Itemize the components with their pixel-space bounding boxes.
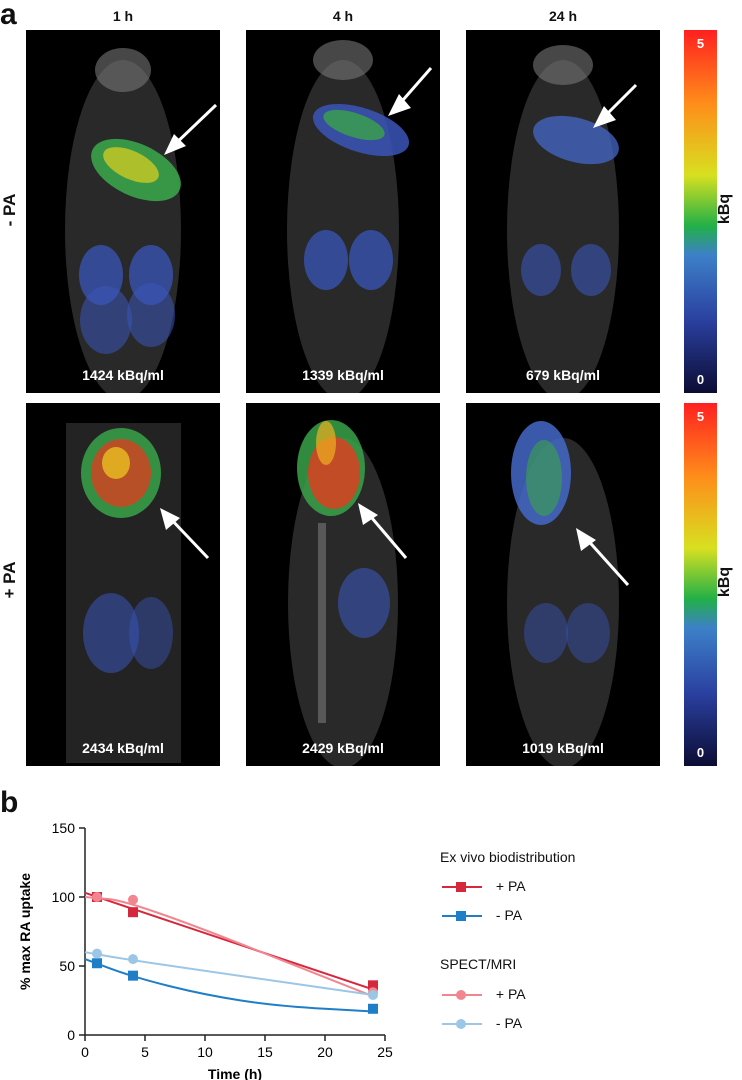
legend-title-spect-mri: SPECT/MRI [440,956,517,972]
legend-entry-exvivo-plus-pa: + PA [440,878,526,894]
data-point-circle [128,894,138,905]
y-tick-label: 150 [52,820,76,836]
y-tick-label: 50 [59,958,75,974]
scale-max-label: 5 [696,36,705,51]
concentration-label: 2434 kBq/ml [82,740,164,756]
data-point-circle [368,989,378,1000]
scale-max-label: 5 [696,409,705,424]
spect-image-minus-pa-24h: 679 kBq/ml [466,30,660,393]
y-tick-label: 100 [52,889,76,905]
time-label-24h: 24 h [548,8,577,24]
data-point-circle [128,954,138,965]
legend-title-ex-vivo: Ex vivo biodistribution [440,849,576,865]
concentration-label: 1339 kBq/ml [302,367,384,383]
y-axis-label: % max RA uptake [17,873,33,990]
concentration-label: 1019 kBq/ml [522,740,604,756]
series-line-1 [84,958,374,1013]
scale-unit-label: kBq [716,566,733,598]
data-point-circle [92,892,102,902]
data-point-square [128,907,138,918]
concentration-label: 2429 kBq/ml [302,740,384,756]
uptake-line-chart: 0 50 100 150 0 5 10 15 20 25 Time (h) % max RA upta… [17,820,393,1080]
spect-image-plus-pa-24h: 1019 kBq/ml [466,403,660,766]
data-point-square [368,980,378,991]
y-tick-label: 0 [67,1027,75,1043]
row-label-minus-pa: - PA [0,193,19,227]
x-tick-label: 0 [81,1044,89,1060]
x-tick-label: 25 [377,1044,393,1060]
data-point-circle [92,948,102,959]
spect-image-minus-pa-1h: 1424 kBq/ml [26,30,220,393]
panel-b-letter: b [0,786,19,819]
x-tick-label: 20 [317,1044,333,1060]
spect-image-minus-pa-4h: 1339 kBq/ml [246,30,440,393]
scale-min-label: 0 [696,372,705,387]
x-tick-label: 15 [257,1044,273,1060]
spect-image-plus-pa-1h: 2434 kBq/ml [26,403,220,766]
scale-min-label: 0 [696,745,705,760]
legend-entry-spect-minus-pa: - PA [440,1015,522,1031]
spect-image-plus-pa-4h: 2429 kBq/ml [246,403,440,766]
data-point-square [128,970,138,981]
x-tick-label: 5 [141,1044,149,1060]
time-label-4h: 4 h [332,8,354,24]
color-scale-bar: 5 0 [684,403,717,766]
data-point-square [368,1003,378,1014]
concentration-label: 679 kBq/ml [526,367,600,383]
data-point-square [92,958,102,969]
time-label-1h: 1 h [112,8,134,24]
concentration-label: 1424 kBq/ml [82,367,164,383]
x-axis-label: Time (h) [208,1066,262,1080]
color-scale-bar: 5 0 [684,30,717,393]
legend-entry-exvivo-minus-pa: - PA [440,907,522,923]
panel-a-letter: a [0,0,17,31]
legend-entry-spect-plus-pa: + PA [440,986,526,1002]
row-label-plus-pa: + PA [0,561,19,599]
x-tick-label: 10 [197,1044,213,1060]
scale-unit-label: kBq [716,193,733,225]
